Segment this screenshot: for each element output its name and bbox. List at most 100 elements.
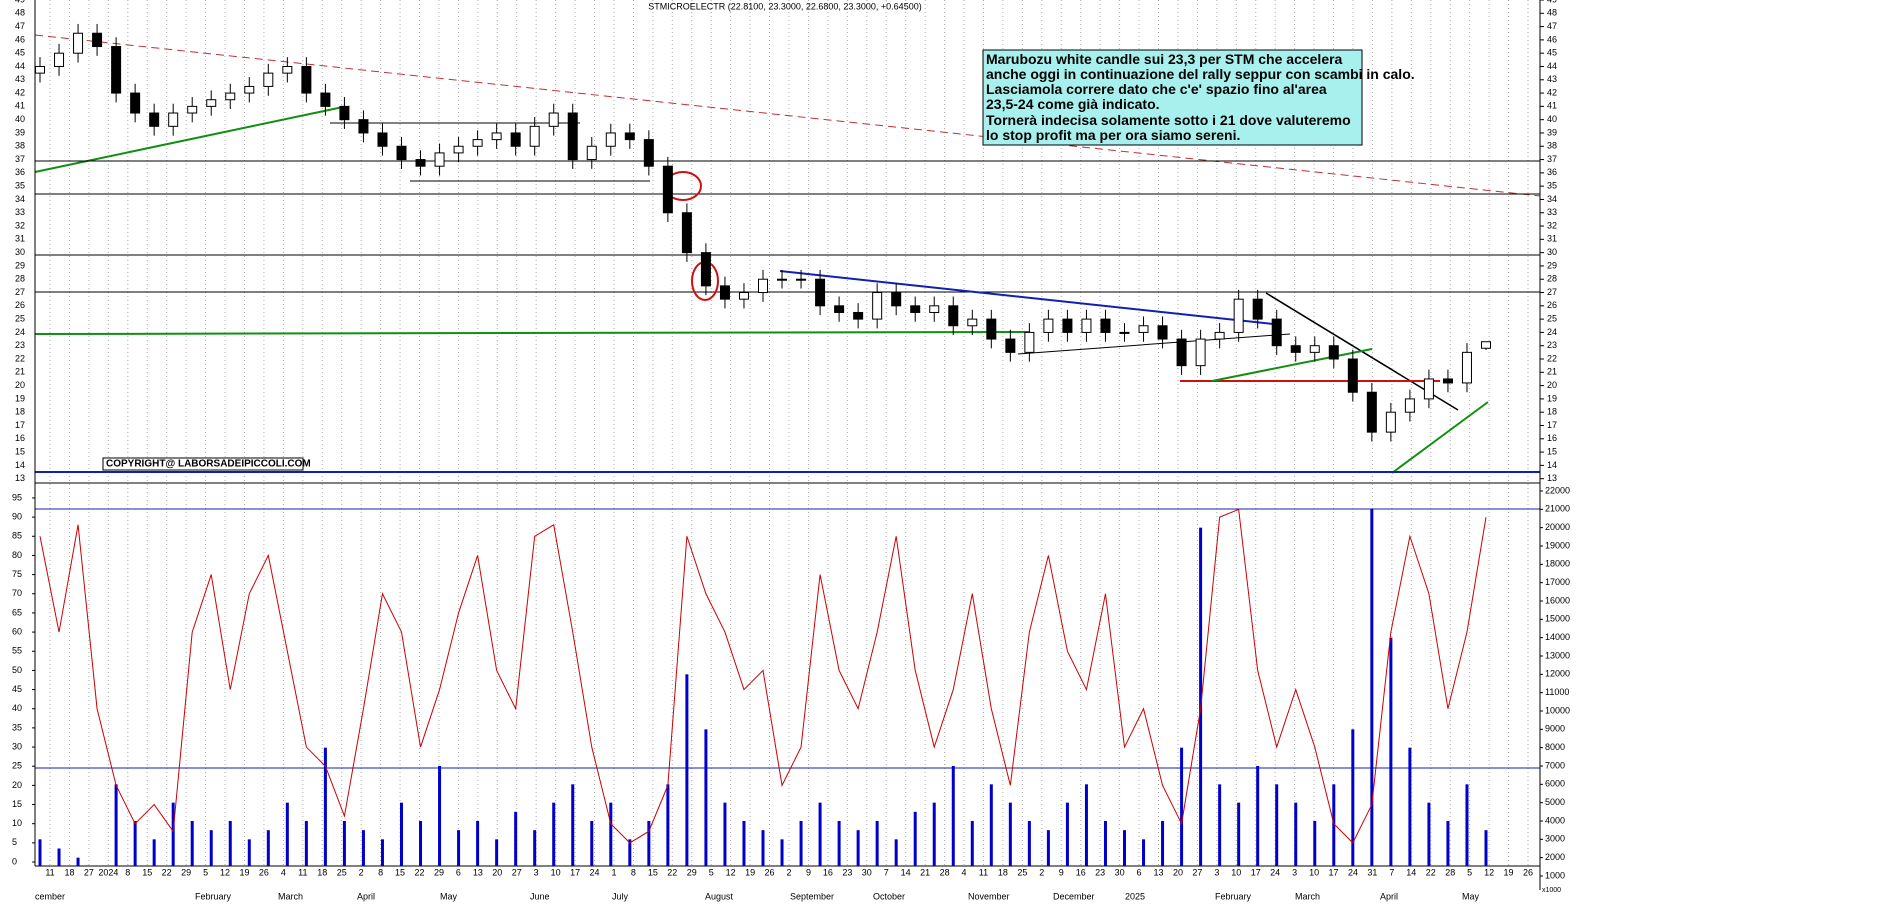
y-tick-label: 30: [1547, 247, 1557, 257]
volume-bar: [1275, 784, 1279, 866]
x-tick-label: 7: [884, 867, 889, 877]
x-tick-label: 6: [456, 867, 461, 877]
volume-bar: [913, 811, 917, 866]
x-tick-label: 24: [590, 867, 600, 877]
y-tick-label: 80: [12, 550, 22, 560]
candle-body: [1404, 398, 1415, 413]
volume-bar: [571, 784, 575, 866]
y-tick-label: 15: [12, 799, 22, 809]
x-tick-label: 19: [745, 867, 755, 877]
y-tick-label: 31: [1547, 234, 1557, 244]
volume-bar: [1332, 784, 1336, 866]
candle-body: [986, 318, 997, 340]
candle-body: [320, 92, 331, 107]
candle-body: [700, 252, 711, 287]
y2-tick-label: 3000: [1545, 834, 1565, 844]
candle-body: [225, 92, 236, 101]
volume-bar: [761, 830, 765, 866]
volume-bar: [704, 729, 708, 866]
volume-bar: [799, 820, 803, 866]
volume-bar: [419, 820, 423, 866]
x-tick-label: 12: [220, 867, 230, 877]
candle-body: [1119, 331, 1130, 334]
x-tick-label: 15: [142, 867, 152, 877]
y-tick-label: 13: [15, 473, 25, 483]
y2-tick-label: 5000: [1545, 797, 1565, 807]
x-tick-label: 18: [998, 867, 1008, 877]
y-tick-label: 24: [1547, 327, 1557, 337]
candle-body: [529, 125, 540, 147]
note-line: Marubozu white candle sui 23,3 per STM c…: [986, 51, 1343, 67]
month-label: May: [1462, 891, 1480, 901]
volume-bar: [228, 820, 232, 866]
y2-tick-label: 14000: [1545, 632, 1570, 642]
candle-body: [777, 278, 788, 281]
volume-bar: [114, 784, 118, 866]
month-label: September: [790, 891, 834, 901]
candle-body: [301, 65, 312, 94]
oscillator-line: [39, 508, 1487, 844]
y-tick-label: 20: [15, 380, 25, 390]
volume-bar: [1065, 802, 1069, 866]
volume-bar: [875, 820, 879, 866]
month-label: July: [612, 891, 629, 901]
y-tick-label: 70: [12, 588, 22, 598]
candle-body: [1138, 325, 1149, 333]
volume-bar: [1084, 784, 1088, 866]
candle-body: [1423, 378, 1434, 400]
x-tick-label: 22: [162, 867, 172, 877]
month-label: October: [873, 891, 905, 901]
candle-body: [1005, 338, 1016, 353]
candle-body: [92, 32, 103, 48]
volume-bar: [1008, 802, 1012, 866]
y-tick-label: 17: [15, 420, 25, 430]
x-tick-label: 10: [551, 867, 561, 877]
y-tick-label: 35: [12, 722, 22, 732]
x-tick-label: 18: [317, 867, 327, 877]
y-tick-label: 43: [1547, 74, 1557, 84]
y-tick-label: 21: [15, 367, 25, 377]
x-tick-label: 2: [359, 867, 364, 877]
candle-body: [605, 132, 616, 147]
y-tick-label: 20: [12, 780, 22, 790]
y-tick-label: 32: [15, 220, 25, 230]
y-tick-label: 40: [15, 114, 25, 124]
x-tick-label: 24: [1270, 867, 1280, 877]
x-tick-label: 22: [1426, 867, 1436, 877]
y-tick-label: 14: [1547, 460, 1557, 470]
volume-bar: [1123, 830, 1126, 866]
y-tick-label: 18: [15, 407, 25, 417]
trend-line: [779, 270, 1274, 325]
month-label: April: [1380, 891, 1398, 901]
candle-body: [415, 159, 426, 167]
y-tick-label: 27: [1547, 287, 1557, 297]
candle-body: [1290, 345, 1301, 353]
y-tick-label: 33: [15, 207, 25, 217]
note-line: lo stop profit ma per ora siamo sereni.: [986, 127, 1240, 143]
volume-bar: [1256, 765, 1260, 866]
candle-body: [1081, 318, 1092, 333]
volume-bar: [1218, 784, 1222, 866]
y-tick-label: 40: [12, 703, 22, 713]
candle-body: [910, 305, 921, 313]
y-tick-label: 18: [1547, 407, 1557, 417]
y2-tick-label: 7000: [1545, 760, 1565, 770]
x-tick-label: 20: [492, 867, 502, 877]
volume-bar: [1180, 747, 1184, 866]
y-tick-label: 45: [12, 684, 22, 694]
candle-body: [1347, 358, 1358, 393]
y2-tick-label: 12000: [1545, 669, 1570, 679]
y-tick-label: 60: [12, 626, 22, 636]
y-tick-label: 28: [15, 274, 25, 284]
candle-body: [738, 292, 749, 300]
month-label: February: [195, 891, 232, 901]
month-label: April: [357, 891, 375, 901]
y-tick-label: 48: [1547, 8, 1557, 18]
volume-bar: [951, 765, 955, 866]
candle-body: [853, 311, 864, 320]
volume-bar: [685, 674, 689, 866]
y-tick-label: 24: [15, 327, 25, 337]
candle-body: [149, 112, 160, 127]
candle-body: [244, 85, 255, 94]
